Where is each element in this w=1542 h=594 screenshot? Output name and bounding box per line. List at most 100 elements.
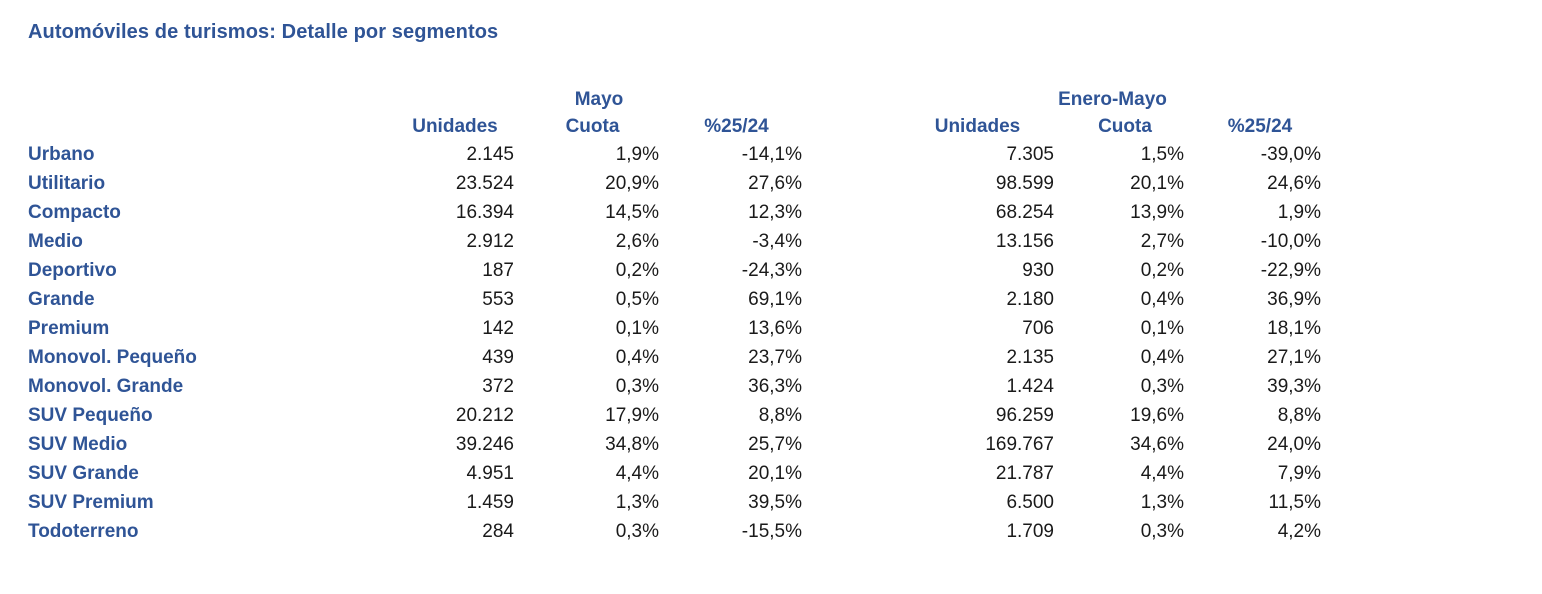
mayo-pct-value: 36,3% [748, 376, 802, 397]
mayo-cuota-value: 0,3% [615, 376, 659, 397]
enero-mayo-pct-value: 18,1% [1267, 318, 1321, 339]
mayo-unidades-value: 284 [482, 521, 514, 542]
mayo-pct-value: 13,6% [748, 318, 802, 339]
enero-mayo-pct-value: 7,9% [1277, 463, 1321, 484]
table-row: Compacto 16.394 14,5% 12,3% 68.254 13,9%… [28, 198, 1330, 227]
mayo-pct-value: -14,1% [741, 144, 802, 165]
segment-label: Todoterreno [28, 521, 139, 542]
segment-label: Compacto [28, 202, 121, 223]
table-row: Deportivo 187 0,2% -24,3% 930 0,2% -22,9… [28, 256, 1330, 285]
column-gap [808, 488, 895, 517]
segment-label: Deportivo [28, 260, 117, 281]
enero-mayo-unidades-value: 169.767 [985, 434, 1054, 455]
segment-label: Premium [28, 318, 110, 339]
segment-label: SUV Medio [28, 434, 128, 455]
table-row: Utilitario 23.524 20,9% 27,6% 98.599 20,… [28, 169, 1330, 198]
table-row: Urbano 2.145 1,9% -14,1% 7.305 1,5% -39,… [28, 140, 1330, 169]
enero-mayo-unidades-value: 2.135 [1006, 347, 1054, 368]
column-gap [808, 459, 895, 488]
column-group-row: Mayo Enero-Mayo [28, 86, 1330, 113]
enero-mayo-unidades-value: 1.709 [1006, 521, 1054, 542]
mayo-cuota-value: 17,9% [605, 405, 659, 426]
mayo-unidades-value: 142 [482, 318, 514, 339]
mayo-pct-value: 25,7% [748, 434, 802, 455]
mayo-cuota-value: 4,4% [615, 463, 659, 484]
mayo-cuota-value: 1,3% [615, 492, 659, 513]
mayo-unidades-value: 4.951 [466, 463, 514, 484]
column-gap [808, 86, 895, 113]
mayo-cuota-value: 0,4% [615, 347, 659, 368]
column-gap [808, 314, 895, 343]
table-row: Premium 142 0,1% 13,6% 706 0,1% 18,1% [28, 314, 1330, 343]
column-gap [808, 517, 895, 546]
enero-mayo-cuota-value: 34,6% [1130, 434, 1184, 455]
mayo-pct-value: -24,3% [741, 260, 802, 281]
mayo-unidades-value: 372 [482, 376, 514, 397]
header-enero-mayo-pct-25-24: %25/24 [1227, 116, 1293, 137]
enero-mayo-pct-value: 4,2% [1277, 521, 1321, 542]
mayo-pct-value: 20,1% [748, 463, 802, 484]
mayo-pct-value: -15,5% [741, 521, 802, 542]
column-gap [808, 401, 895, 430]
segment-label: Monovol. Pequeño [28, 347, 197, 368]
segment-label: Medio [28, 231, 83, 252]
segments-table-body: Urbano 2.145 1,9% -14,1% 7.305 1,5% -39,… [28, 140, 1330, 546]
mayo-unidades-value: 1.459 [466, 492, 514, 513]
enero-mayo-cuota-value: 0,1% [1140, 318, 1184, 339]
mayo-pct-value: 12,3% [748, 202, 802, 223]
segment-label: SUV Pequeño [28, 405, 153, 426]
table-row: SUV Medio 39.246 34,8% 25,7% 169.767 34,… [28, 430, 1330, 459]
column-gap [808, 113, 895, 140]
table-row: Grande 553 0,5% 69,1% 2.180 0,4% 36,9% [28, 285, 1330, 314]
mayo-cuota-value: 0,1% [615, 318, 659, 339]
mayo-unidades-value: 16.394 [455, 202, 514, 223]
segment-label: Urbano [28, 144, 95, 165]
enero-mayo-unidades-value: 2.180 [1006, 289, 1054, 310]
mayo-unidades-value: 23.524 [455, 173, 514, 194]
table-row: Monovol. Pequeño 439 0,4% 23,7% 2.135 0,… [28, 343, 1330, 372]
mayo-cuota-value: 2,6% [615, 231, 659, 252]
enero-mayo-unidades-value: 13.156 [995, 231, 1054, 252]
mayo-unidades-value: 553 [482, 289, 514, 310]
column-gap [808, 372, 895, 401]
segment-label: SUV Grande [28, 463, 139, 484]
mayo-cuota-value: 0,2% [615, 260, 659, 281]
enero-mayo-unidades-value: 21.787 [995, 463, 1054, 484]
enero-mayo-pct-value: 27,1% [1267, 347, 1321, 368]
empty-corner-cell [28, 86, 390, 113]
mayo-unidades-value: 2.145 [466, 144, 514, 165]
column-gap [808, 285, 895, 314]
column-gap [808, 256, 895, 285]
header-enero-mayo-unidades: Unidades [934, 116, 1021, 137]
mayo-unidades-value: 39.246 [455, 434, 514, 455]
enero-mayo-pct-value: 24,6% [1267, 173, 1321, 194]
enero-mayo-pct-value: 1,9% [1277, 202, 1321, 223]
column-group-enero-mayo: Enero-Mayo [1058, 89, 1167, 110]
mayo-cuota-value: 34,8% [605, 434, 659, 455]
enero-mayo-unidades-value: 98.599 [995, 173, 1054, 194]
column-group-mayo: Mayo [574, 89, 624, 110]
segment-label: SUV Premium [28, 492, 154, 513]
segment-label: Utilitario [28, 173, 106, 194]
table-row: Medio 2.912 2,6% -3,4% 13.156 2,7% -10,0… [28, 227, 1330, 256]
enero-mayo-pct-value: -22,9% [1260, 260, 1321, 281]
header-mayo-unidades: Unidades [412, 116, 498, 137]
mayo-pct-value: 27,6% [748, 173, 802, 194]
enero-mayo-cuota-value: 4,4% [1140, 463, 1184, 484]
segment-label: Monovol. Grande [28, 376, 184, 397]
mayo-pct-value: 23,7% [748, 347, 802, 368]
enero-mayo-pct-value: -39,0% [1260, 144, 1321, 165]
enero-mayo-cuota-value: 0,3% [1140, 521, 1184, 542]
mayo-cuota-value: 14,5% [605, 202, 659, 223]
header-mayo-cuota: Cuota [565, 116, 620, 137]
mayo-pct-value: -3,4% [752, 231, 802, 252]
column-gap [808, 169, 895, 198]
enero-mayo-pct-value: 11,5% [1268, 492, 1321, 513]
enero-mayo-cuota-value: 0,3% [1140, 376, 1184, 397]
mayo-unidades-value: 439 [482, 347, 514, 368]
table-row: Monovol. Grande 372 0,3% 36,3% 1.424 0,3… [28, 372, 1330, 401]
page-title: Automóviles de turismos: Detalle por seg… [28, 21, 499, 43]
enero-mayo-unidades-value: 7.305 [1006, 144, 1054, 165]
table-row: SUV Grande 4.951 4,4% 20,1% 21.787 4,4% … [28, 459, 1330, 488]
table-row: Todoterreno 284 0,3% -15,5% 1.709 0,3% 4… [28, 517, 1330, 546]
